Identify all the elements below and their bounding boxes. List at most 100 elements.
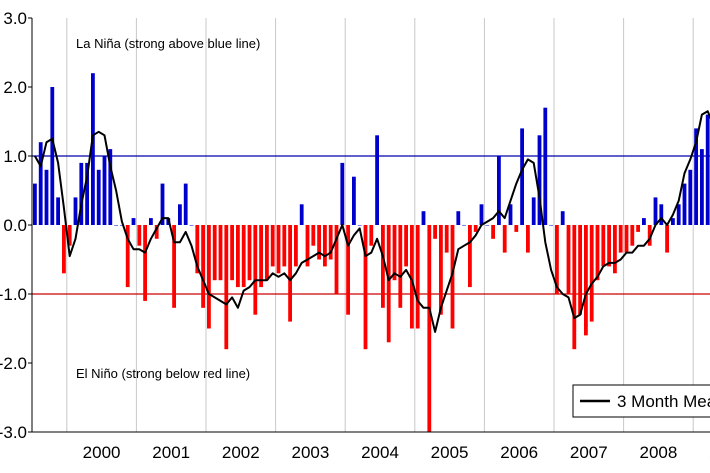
bar: [247, 225, 252, 281]
bar: [212, 225, 217, 281]
bar: [120, 225, 124, 226]
bar: [566, 225, 571, 294]
bar: [305, 225, 310, 267]
bar: [618, 225, 623, 253]
bar: [102, 156, 107, 225]
y-tick-label: -3.0: [0, 423, 27, 442]
bar: [299, 204, 304, 225]
bar: [450, 225, 455, 329]
bar: [676, 204, 681, 225]
bar: [549, 225, 553, 226]
y-tick-labels: 3.0 2.0 1.0 0.0 -1.0 -2.0 -3.0: [0, 9, 27, 442]
y-tick-label: 0.0: [3, 216, 27, 235]
bar: [114, 225, 118, 226]
bar: [241, 225, 246, 288]
bar: [514, 225, 519, 232]
bar: [468, 225, 472, 288]
bar: [502, 225, 507, 253]
bar: [543, 107, 548, 225]
bar: [50, 87, 55, 225]
bar: [439, 225, 443, 315]
x-tick-label: 2006: [500, 443, 538, 462]
bar: [44, 169, 49, 225]
bar: [630, 225, 635, 246]
bar: [659, 204, 664, 225]
bar: [357, 225, 362, 226]
bar: [613, 225, 617, 274]
bar: [491, 225, 495, 239]
bar: [108, 149, 113, 225]
bar: [189, 225, 194, 226]
bar: [392, 225, 397, 281]
bar: [288, 225, 292, 322]
bar: [421, 211, 426, 225]
bar: [647, 225, 652, 246]
bar: [149, 218, 153, 225]
bar: [236, 225, 240, 288]
bar: [311, 225, 316, 246]
bar: [705, 114, 710, 225]
bar: [526, 225, 530, 253]
bar: [218, 225, 223, 281]
bar: [473, 225, 478, 232]
bar: [595, 225, 600, 281]
bar: [381, 225, 385, 308]
bar: [410, 225, 414, 329]
x-tick-label: 2003: [291, 443, 329, 462]
bar: [531, 197, 536, 225]
x-tick-label: 2007: [570, 443, 608, 462]
bar: [694, 128, 698, 225]
bar: [555, 225, 559, 294]
bar: [317, 225, 321, 260]
x-tick-label: 2008: [639, 443, 677, 462]
bar: [131, 218, 136, 225]
bar: [224, 225, 229, 350]
bar: [334, 225, 339, 294]
bar: [230, 225, 234, 281]
x-tick-label: 2004: [361, 443, 399, 462]
bar: [671, 218, 675, 225]
y-tick-label: 2.0: [3, 78, 27, 97]
legend-label: 3 Month Mean: [617, 392, 710, 411]
bar: [137, 225, 142, 246]
bar: [270, 225, 275, 267]
bar: [143, 225, 147, 301]
bar: [682, 183, 687, 225]
bar: [601, 225, 606, 267]
bar: [259, 225, 263, 288]
y-tick-label: 3.0: [3, 9, 27, 28]
bar: [183, 183, 188, 225]
bar: [369, 225, 374, 246]
bar: [642, 218, 646, 225]
bar: [560, 211, 565, 225]
el-nino-annotation: El Niño (strong below red line): [76, 366, 250, 381]
bar: [85, 162, 89, 225]
x-tick-label: 2005: [431, 443, 469, 462]
bar: [363, 225, 368, 350]
bar: [688, 169, 693, 225]
bar: [352, 176, 356, 225]
bar: [62, 225, 66, 274]
bar: [624, 225, 629, 253]
y-tick-label: -2.0: [0, 354, 27, 373]
bar: [207, 225, 211, 329]
bar: [38, 142, 43, 225]
legend: 3 Month Mean: [572, 384, 710, 418]
bar: [404, 225, 408, 267]
bar: [508, 204, 513, 225]
x-tick-label: 2001: [152, 443, 190, 462]
bar: [178, 204, 182, 225]
bar: [67, 225, 72, 246]
x-tick-label: 2002: [222, 443, 260, 462]
bar: [572, 225, 577, 350]
mean-line-layer: [34, 110, 710, 333]
bar: [91, 73, 95, 225]
bar: [201, 225, 205, 308]
x-tick-label: 2000: [83, 443, 121, 462]
bar: [346, 225, 350, 315]
y-tick-label: 1.0: [3, 147, 27, 166]
bar: [398, 225, 403, 308]
bar: [33, 183, 37, 225]
bar: [520, 128, 524, 225]
